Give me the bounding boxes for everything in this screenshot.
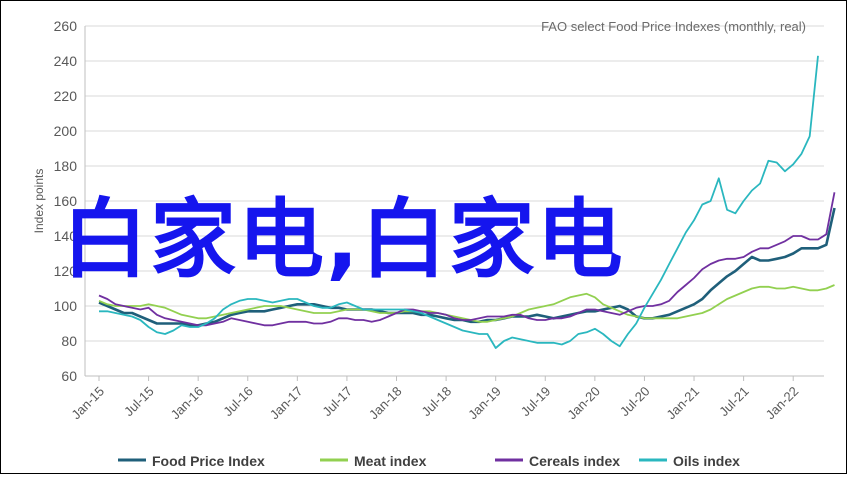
x-tick-label: Jan-17 [267, 384, 306, 423]
legend-label: Food Price Index [152, 453, 265, 469]
x-tick-label: Jul-17 [319, 384, 355, 420]
legend-label: Oils index [673, 453, 740, 469]
x-tick-label: Jan-21 [663, 384, 702, 423]
y-tick-label: 60 [61, 368, 77, 384]
chart-title: FAO select Food Price Indexes (monthly, … [541, 19, 806, 34]
legend-label: Cereals index [529, 453, 620, 469]
x-tick-label: Jul-16 [220, 384, 256, 420]
y-tick-label: 180 [54, 158, 78, 174]
y-tick-label: 260 [54, 18, 78, 34]
legend: Food Price Index Meat index Cereals index O… [118, 453, 740, 469]
x-tick-label: Jan-22 [763, 384, 802, 423]
y-tick-label: 140 [54, 228, 78, 244]
series-line-3 [98, 192, 836, 327]
series-line-2 [98, 284, 835, 323]
x-tick-label: Jul-20 [617, 384, 653, 420]
x-tick-label: Jul-21 [716, 384, 752, 420]
legend-label: Meat index [354, 453, 427, 469]
series-line-4 [99, 55, 819, 349]
x-tick-label: Jul-19 [518, 384, 554, 420]
x-tick-label: Jan-19 [465, 384, 504, 423]
x-tick-label: Jan-16 [168, 384, 207, 423]
series-lines [98, 55, 836, 349]
y-tick-label: 80 [61, 333, 77, 349]
y-axis-label: Index points [32, 169, 46, 234]
x-tick-label: Jan-20 [564, 384, 603, 423]
y-tick-label: 160 [54, 193, 78, 209]
y-tick-label: 220 [54, 88, 78, 104]
y-tick-label: 100 [54, 298, 78, 314]
overlay-watermark-text: 白家电,白家电 [62, 190, 625, 290]
x-tick-label: Jul-15 [121, 384, 157, 420]
x-tick-label: Jan-18 [366, 384, 405, 423]
y-tick-label: 200 [54, 123, 78, 139]
y-tick-label: 240 [54, 53, 78, 69]
x-tick-label: Jan-15 [68, 384, 107, 423]
x-tick-label: Jul-18 [419, 384, 455, 420]
y-tick-label: 120 [54, 263, 78, 279]
